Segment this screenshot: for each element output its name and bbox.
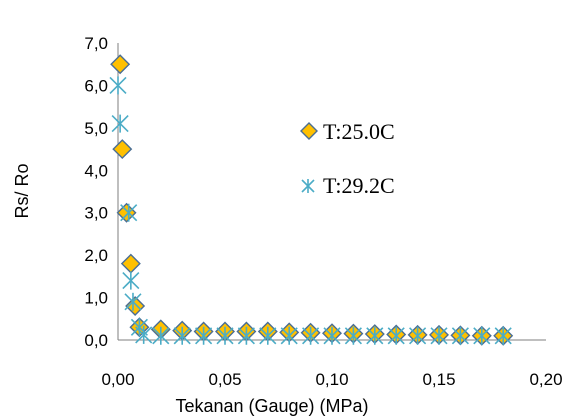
y-tick-label: 2,0 <box>84 246 108 265</box>
data-point-star <box>366 326 384 345</box>
data-point-star <box>494 326 512 345</box>
legend-label-series-2: T:29.2C <box>323 173 395 198</box>
data-point-diamond <box>120 253 141 274</box>
data-point-star <box>195 326 213 345</box>
data-point-star <box>323 326 341 345</box>
y-tick-label: 0,0 <box>84 331 108 350</box>
y-tick-label: 3,0 <box>84 204 108 223</box>
series-2 <box>109 76 512 345</box>
data-point-star <box>111 114 129 133</box>
data-point-star <box>430 326 448 345</box>
data-point-star <box>173 326 191 345</box>
data-series <box>109 54 514 346</box>
y-axis-title: Rs/ Ro <box>12 163 32 218</box>
data-point-star <box>237 326 255 345</box>
data-point-diamond <box>125 296 146 317</box>
data-point-star <box>473 326 491 345</box>
legend-label-series-1: T:25.0C <box>323 119 395 144</box>
data-point-star <box>409 326 427 345</box>
legend: T:25.0C T:29.2C <box>300 119 395 198</box>
data-point-diamond <box>116 202 137 223</box>
legend-item-series-2: T:29.2C <box>301 173 395 198</box>
data-point-diamond <box>112 139 133 160</box>
data-point-star <box>124 292 142 311</box>
data-point-star <box>130 318 148 337</box>
x-tick-labels: 0,00 0,05 0,10 0,15 0,20 <box>101 370 562 389</box>
y-tick-labels: 0,0 1,0 2,0 3,0 4,0 5,0 6,0 7,0 <box>84 34 108 350</box>
data-point-star <box>122 271 140 290</box>
x-tick-label: 0,10 <box>315 370 348 389</box>
x-axis-title: Tekanan (Gauge) (MPa) <box>175 396 368 416</box>
data-point-star <box>280 326 298 345</box>
series-1 <box>110 54 514 346</box>
data-point-star <box>259 326 277 345</box>
data-point-star <box>135 325 153 344</box>
y-tick-label: 6,0 <box>84 76 108 95</box>
data-point-star <box>216 326 234 345</box>
data-point-diamond <box>110 54 131 75</box>
data-point-star <box>120 203 138 222</box>
y-tick-label: 1,0 <box>84 289 108 308</box>
data-point-star <box>152 326 170 345</box>
x-tick-label: 0,05 <box>208 370 241 389</box>
data-point-star <box>344 326 362 345</box>
legend-item-series-1: T:25.0C <box>300 119 395 144</box>
legend-marker-star <box>301 179 315 193</box>
x-tick-label: 0,20 <box>529 370 562 389</box>
legend-marker-diamond <box>300 122 318 140</box>
data-point-star <box>387 326 405 345</box>
x-tick-label: 0,00 <box>101 370 134 389</box>
x-tick-label: 0,15 <box>422 370 455 389</box>
data-point-star <box>109 76 127 95</box>
y-tick-label: 4,0 <box>84 161 108 180</box>
y-tick-label: 7,0 <box>84 34 108 53</box>
data-point-star <box>451 326 469 345</box>
data-point-star <box>302 326 320 345</box>
y-tick-label: 5,0 <box>84 119 108 138</box>
